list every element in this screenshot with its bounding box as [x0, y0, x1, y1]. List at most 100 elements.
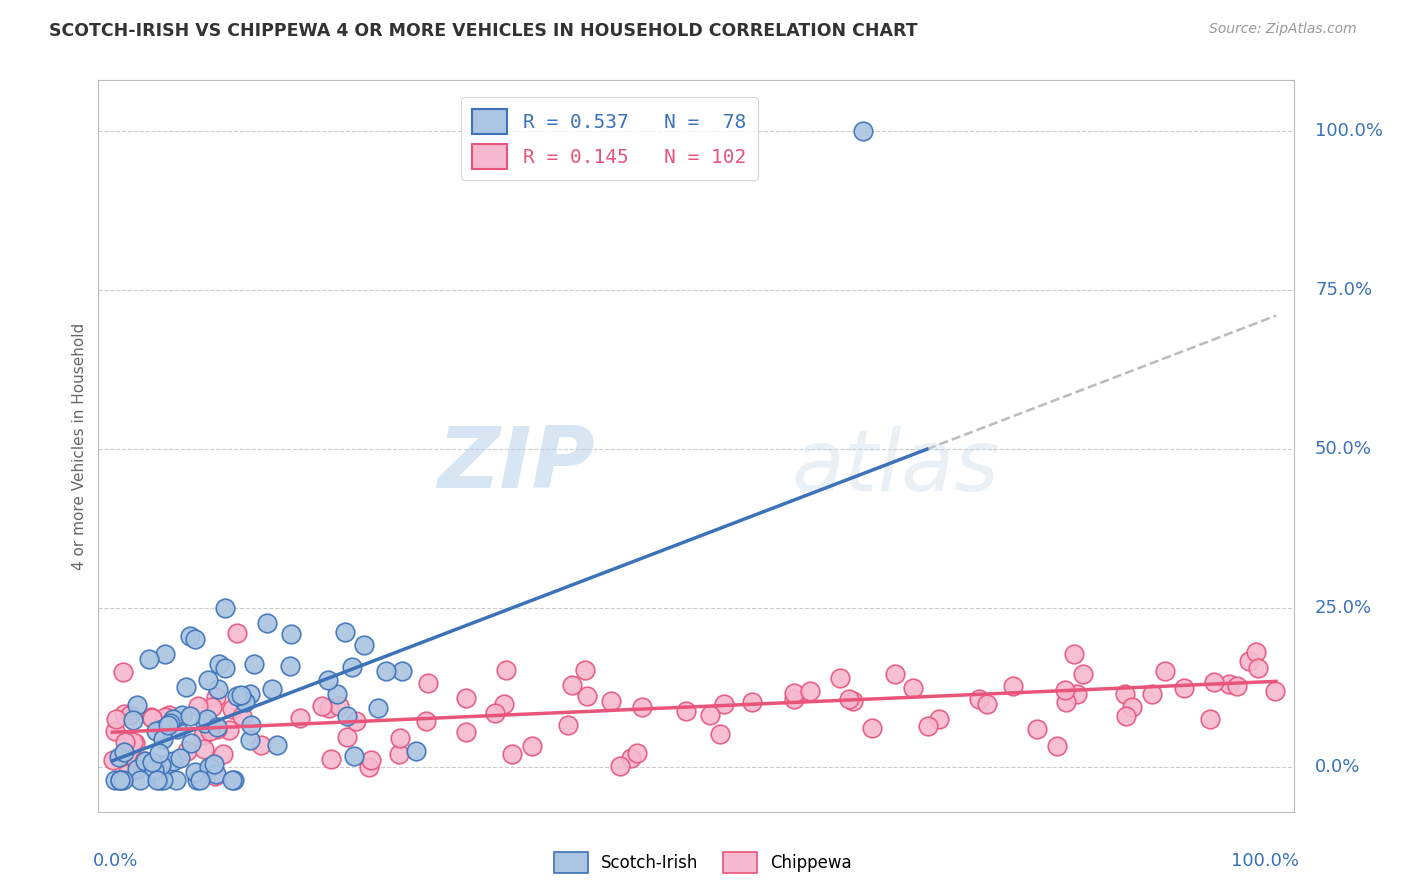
Point [157, 718, 180, 732]
Point [159, 715, 181, 730]
Point [212, 747, 235, 761]
Point [609, 759, 631, 773]
Point [1071, 667, 1094, 681]
Point [799, 683, 821, 698]
Point [155, 758, 177, 772]
Point [976, 697, 998, 711]
Point [198, 723, 221, 738]
Legend: Scotch-Irish, Chippewa: Scotch-Irish, Chippewa [548, 846, 858, 880]
Point [103, 753, 125, 767]
Point [115, 766, 138, 780]
Point [121, 735, 143, 749]
Point [180, 735, 202, 749]
Point [207, 657, 229, 671]
Point [231, 708, 253, 723]
Point [197, 673, 219, 687]
Point [1066, 687, 1088, 701]
Point [576, 689, 599, 703]
Point [388, 747, 411, 761]
Point [522, 739, 544, 753]
Point [201, 700, 224, 714]
Point [1244, 645, 1267, 659]
Point [103, 772, 125, 787]
Point [626, 746, 648, 760]
Point [1121, 700, 1143, 714]
Point [340, 660, 363, 674]
Point [125, 763, 148, 777]
Point [176, 744, 198, 758]
Point [1154, 664, 1177, 678]
Point [149, 758, 172, 772]
Point [162, 754, 184, 768]
Point [336, 709, 359, 723]
Point [360, 753, 382, 767]
Point [198, 721, 221, 735]
Point [188, 772, 211, 787]
Point [620, 751, 643, 765]
Point [782, 686, 804, 700]
Point [179, 629, 201, 643]
Point [104, 712, 127, 726]
Text: 25.0%: 25.0% [1315, 599, 1372, 617]
Point [184, 764, 207, 779]
Point [239, 733, 262, 747]
Point [928, 713, 950, 727]
Point [1115, 709, 1137, 723]
Point [1173, 681, 1195, 695]
Point [153, 647, 176, 661]
Point [288, 711, 311, 725]
Point [1054, 695, 1077, 709]
Point [198, 760, 221, 774]
Point [1114, 687, 1136, 701]
Point [141, 756, 163, 770]
Point [166, 722, 188, 736]
Point [125, 756, 148, 770]
Point [205, 720, 228, 734]
Point [828, 671, 851, 685]
Point [344, 714, 367, 729]
Point [205, 722, 228, 736]
Text: 0.0%: 0.0% [93, 852, 138, 870]
Point [176, 680, 198, 694]
Point [699, 708, 721, 723]
Point [256, 616, 278, 631]
Point [157, 708, 180, 723]
Point [574, 663, 596, 677]
Point [184, 632, 207, 646]
Point [561, 678, 583, 692]
Point [783, 692, 806, 706]
Point [114, 735, 136, 749]
Point [1025, 723, 1047, 737]
Point [169, 751, 191, 765]
Point [278, 659, 301, 673]
Point [122, 713, 145, 727]
Point [108, 750, 131, 764]
Point [484, 706, 506, 720]
Point [336, 731, 359, 745]
Point [120, 747, 142, 762]
Point [134, 754, 156, 768]
Point [374, 664, 396, 678]
Point [179, 709, 201, 723]
Point [239, 688, 262, 702]
Point [852, 124, 875, 138]
Point [194, 716, 217, 731]
Point [1218, 677, 1240, 691]
Point [316, 673, 339, 688]
Text: SCOTCH-IRISH VS CHIPPEWA 4 OR MORE VEHICLES IN HOUSEHOLD CORRELATION CHART: SCOTCH-IRISH VS CHIPPEWA 4 OR MORE VEHIC… [49, 22, 918, 40]
Point [311, 698, 333, 713]
Point [235, 695, 257, 709]
Point [318, 701, 340, 715]
Point [1202, 675, 1225, 690]
Point [250, 738, 273, 752]
Point [1053, 682, 1076, 697]
Point [195, 713, 218, 727]
Point [148, 747, 170, 761]
Point [204, 769, 226, 783]
Point [492, 697, 515, 711]
Point [501, 747, 523, 762]
Point [110, 772, 132, 787]
Point [141, 711, 163, 725]
Legend: R = 0.537   N =  78, R = 0.145   N = 102: R = 0.537 N = 78, R = 0.145 N = 102 [461, 97, 758, 180]
Point [242, 657, 264, 672]
